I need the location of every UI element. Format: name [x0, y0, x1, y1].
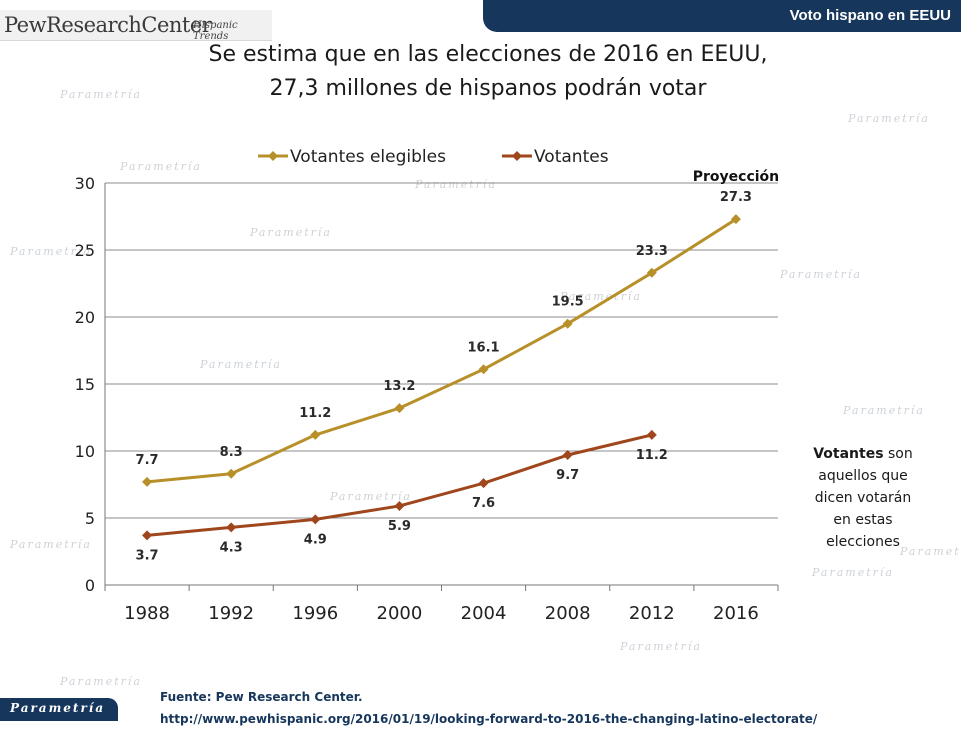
x-tick-label: 2016 — [713, 603, 759, 624]
title-line-1: Se estima que en las elecciones de 2016 … — [208, 42, 768, 67]
x-tick-label: 1988 — [124, 603, 170, 624]
watermark-text: Parametría — [330, 490, 412, 503]
data-point — [730, 214, 741, 225]
watermark-text: Parametría — [900, 545, 961, 558]
section-title: Voto hispano en EEUU — [789, 7, 951, 24]
logo-main-text: PewResearchCenter — [4, 13, 212, 37]
data-label-votantes-elegibles: 16.1 — [468, 340, 500, 355]
watermark-text: Parametría — [848, 112, 930, 125]
y-tick-label: 15 — [75, 375, 95, 394]
side-note-text: son aquellos que dicen votarán en estas … — [814, 446, 913, 550]
watermark-text: Parametría — [60, 88, 142, 101]
data-point — [142, 530, 153, 541]
footer-brand: Parametría — [10, 701, 106, 715]
projection-annotation: Proyección — [693, 169, 779, 185]
y-tick-label: 5 — [85, 509, 95, 528]
data-label-votantes-elegibles: 8.3 — [220, 445, 243, 460]
watermark-text: Parametría — [60, 675, 142, 688]
data-label-votantes: 11.2 — [636, 448, 668, 463]
data-label-votantes-elegibles: 27.3 — [720, 190, 752, 205]
logo-sub-text: Hispanic Trends — [193, 20, 238, 42]
y-tick-label: 0 — [85, 576, 95, 595]
data-point — [562, 450, 573, 461]
watermark-text: Parametría — [10, 538, 92, 551]
watermark-text: Parametría — [780, 268, 862, 281]
x-tick-label: 1992 — [208, 603, 254, 624]
legend-votantes-elegibles-label: Votantes elegibles — [290, 147, 446, 167]
x-tick-label: 1996 — [292, 603, 338, 624]
watermark-text: Parametría — [120, 160, 202, 173]
watermark-text: Parametría — [415, 178, 497, 191]
source-url: http://www.pewhispanic.org/2016/01/19/lo… — [160, 712, 818, 726]
watermark-text: Parametría — [620, 640, 702, 653]
data-point — [394, 403, 405, 414]
data-label-votantes: 3.7 — [136, 548, 159, 563]
watermark-text: Parametría — [843, 404, 925, 417]
x-tick-label: 2004 — [461, 603, 507, 624]
data-label-votantes-elegibles: 7.7 — [136, 453, 159, 468]
data-point — [478, 478, 489, 489]
legend-votantes-elegibles-marker — [268, 151, 278, 161]
title-line-2: 27,3 millones de hispanos podrán votar — [269, 76, 707, 101]
data-point — [646, 267, 657, 278]
watermark-text: Parametría — [812, 566, 894, 579]
data-label-votantes-elegibles: 11.2 — [299, 406, 331, 421]
legend-votantes-marker — [512, 151, 522, 161]
series-line-votantes-elegibles — [146, 217, 737, 484]
data-point — [310, 514, 321, 525]
header-bar: Voto hispano en EEUU — [483, 0, 961, 32]
data-label-votantes: 7.6 — [472, 496, 495, 511]
data-label-votantes: 5.9 — [388, 519, 411, 534]
side-note-bold: Votantes — [813, 446, 884, 462]
y-tick-label: 25 — [75, 241, 95, 260]
legend-votantes-label: Votantes — [534, 147, 609, 167]
data-point — [394, 500, 405, 511]
watermark-text: Parametría — [200, 358, 282, 371]
y-tick-label: 20 — [75, 308, 95, 327]
data-label-votantes: 9.7 — [556, 468, 579, 483]
source-note: Fuente: Pew Research Center. http://www.… — [160, 686, 817, 730]
watermark-text: Parametría — [250, 226, 332, 239]
data-point — [646, 429, 657, 440]
side-note: Votantes son aquellos que dicen votarán … — [805, 443, 921, 553]
data-label-votantes-elegibles: 13.2 — [383, 379, 415, 394]
data-label-votantes: 4.9 — [304, 532, 327, 547]
data-label-votantes: 4.3 — [220, 540, 243, 555]
source-line-1: Fuente: Pew Research Center. — [160, 690, 363, 704]
y-tick-label: 30 — [75, 174, 95, 193]
parametria-footer-logo: Parametría — [0, 698, 118, 721]
pew-logo: PewResearchCenter Hispanic Trends — [0, 10, 272, 42]
data-point — [478, 364, 489, 375]
data-point — [562, 318, 573, 329]
x-tick-label: 2012 — [629, 603, 675, 624]
data-point — [226, 468, 237, 479]
x-tick-label: 2000 — [377, 603, 423, 624]
y-tick-label: 10 — [75, 442, 95, 461]
watermark-text: Parametría — [10, 245, 92, 258]
data-label-votantes-elegibles: 23.3 — [636, 244, 668, 259]
data-point — [310, 429, 321, 440]
data-point — [142, 476, 153, 487]
data-label-votantes-elegibles: 19.5 — [552, 295, 584, 310]
data-point — [226, 522, 237, 533]
page-title: Se estima que en las elecciones de 2016 … — [150, 38, 826, 106]
x-tick-label: 2008 — [545, 603, 591, 624]
